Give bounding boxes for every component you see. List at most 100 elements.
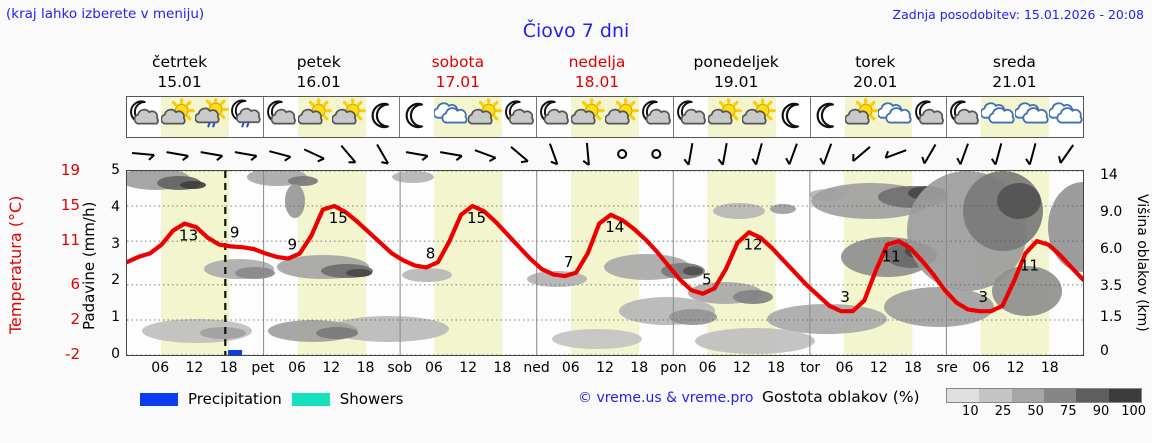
moon-cloud-icon (537, 99, 571, 136)
svg-text:12: 12 (743, 235, 762, 253)
day-date: 17.01 (435, 73, 481, 91)
icon-cell (400, 97, 434, 137)
time-tick: 06 (151, 360, 170, 376)
day-date: 20.01 (853, 73, 898, 91)
icon-cell (674, 97, 708, 137)
svg-text:3: 3 (840, 288, 850, 306)
cloud-density-step (1043, 389, 1077, 402)
time-tick: pet (251, 360, 275, 376)
precipitation-tick: 2 (111, 272, 120, 289)
svg-text:14: 14 (605, 218, 624, 236)
icon-cell (537, 97, 571, 137)
svg-text:3: 3 (979, 288, 989, 306)
day-name: četrtek (152, 53, 208, 71)
time-tick: 06 (425, 360, 443, 376)
time-tick: 18 (219, 360, 238, 376)
icon-cell (776, 97, 810, 137)
precipitation-legend: Precipitation Showers (140, 388, 403, 410)
svg-text:7: 7 (564, 253, 574, 271)
icon-cell (1014, 97, 1050, 137)
time-tick: 18 (630, 360, 649, 376)
moon-icon (811, 99, 845, 136)
cloud-density-step-label: 90 (1092, 404, 1110, 419)
icon-cell (502, 97, 536, 137)
icon-cell (160, 97, 195, 137)
precipitation-legend-label: Precipitation (188, 390, 282, 408)
cloud-density-step (947, 389, 980, 402)
time-tick: 18 (356, 360, 375, 376)
svg-text:11: 11 (1020, 256, 1039, 274)
day-date: 19.01 (713, 73, 759, 91)
time-tick: 12 (185, 360, 204, 376)
cloud-density-ramp-labels: 10 25 50 75 90 100 (940, 404, 1150, 422)
moon-icon (776, 99, 810, 136)
cloud-height-tick: 6.0 (1100, 241, 1123, 257)
icon-cell (229, 97, 263, 137)
day-date: 21.01 (992, 73, 1037, 91)
moon-cloud-icon (502, 99, 536, 136)
time-tick: 12 (459, 360, 478, 376)
cloud-density-step-label: 100 (1121, 404, 1147, 419)
temperature-tick: 6 (70, 274, 80, 293)
cloud-density-step-label: 10 (962, 404, 979, 419)
day-header-ponedeljek: ponedeljek 19.01 (667, 52, 806, 94)
icon-day-petek (264, 97, 401, 137)
cloud-density-step (1076, 389, 1109, 402)
icon-cell (707, 97, 742, 137)
sun-cloud-icon (330, 97, 366, 136)
cloud-density-step (1108, 389, 1141, 402)
cloud-height-tick: 3.5 (1100, 278, 1123, 294)
precipitation-tick: 3 (111, 235, 120, 252)
time-tick: 18 (767, 360, 785, 376)
time-tick: tor (800, 360, 821, 376)
moon-cloud-icon (947, 99, 981, 136)
svg-text:8: 8 (426, 244, 436, 262)
time-tick: sre (936, 360, 958, 376)
weather-icon-strip (126, 96, 1084, 138)
sun-cloud-icon (467, 97, 503, 136)
sun-cloud-icon (604, 97, 639, 136)
cloud-icon (1014, 99, 1049, 136)
forecast-plot: 9 13 9 15 8 15 7 14 5 12 3 11 3 11 (126, 170, 1084, 356)
time-tick: 06 (835, 360, 854, 376)
sun-cloud-icon (160, 97, 195, 136)
cloud-icon (1048, 99, 1083, 136)
page-title: Čiovo 7 dni (522, 20, 630, 42)
icon-day-sreda (947, 97, 1083, 137)
svg-text:5: 5 (702, 271, 712, 289)
cloud-height-tick: 9.0 (1100, 204, 1123, 220)
moon-cloud-icon (674, 99, 708, 136)
time-tick: 06 (698, 360, 717, 376)
menu-note: (kraj lahko izberete v meniju) (6, 6, 205, 22)
precipitation-swatch (140, 392, 178, 406)
icon-cell (639, 97, 673, 137)
cloud-density-step-label: 50 (1027, 404, 1044, 419)
copyright-credit[interactable]: © vreme.us & vreme.pro (578, 390, 754, 406)
icon-cell (194, 96, 229, 137)
icon-cell (366, 97, 400, 137)
day-header-sreda: sreda 21.01 (945, 52, 1084, 94)
svg-text:9: 9 (230, 223, 240, 241)
icon-cell (843, 97, 879, 137)
cloud-icon (877, 99, 912, 136)
cloud-density-step (979, 389, 1012, 402)
temperature-axis-title: Temperatura (°C) (6, 195, 25, 335)
time-tick: pon (660, 360, 687, 376)
day-date: 15.01 (157, 73, 202, 91)
cloud-density-step-label: 25 (994, 404, 1012, 419)
moon-icon (366, 99, 400, 136)
time-tick: 12 (1006, 360, 1025, 376)
icon-day-ponedeljek (674, 97, 811, 137)
icon-cell (1048, 97, 1083, 137)
showers-swatch (291, 392, 330, 406)
cloud-height-tick: 14 (1100, 167, 1118, 183)
moon-icon (400, 99, 434, 136)
icon-cell (570, 97, 606, 137)
precipitation-tick: 1 (111, 309, 120, 326)
time-tick: 18 (493, 360, 512, 376)
day-name: petek (296, 53, 341, 71)
sun-cloud-icon (843, 97, 879, 136)
moon-cloud-icon (264, 99, 298, 136)
time-tick: sob (387, 360, 413, 376)
cloud-height-axis-title: Višina oblakov (km) (1134, 194, 1150, 332)
